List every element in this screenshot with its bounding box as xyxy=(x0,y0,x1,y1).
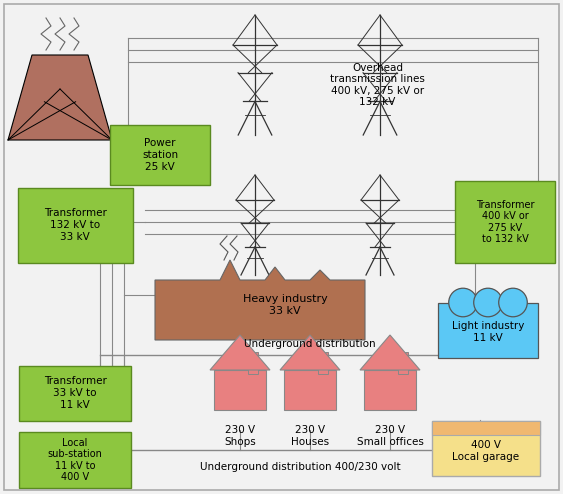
Text: Underground distribution: Underground distribution xyxy=(244,339,376,349)
Bar xyxy=(398,352,408,374)
Text: Light industry
11 kV: Light industry 11 kV xyxy=(452,321,524,343)
Text: 400 V
Local garage: 400 V Local garage xyxy=(453,440,520,462)
Text: Underground distribution 400/230 volt: Underground distribution 400/230 volt xyxy=(200,462,400,472)
Circle shape xyxy=(449,288,477,317)
Text: Transformer
400 kV or
275 kV
to 132 kV: Transformer 400 kV or 275 kV to 132 kV xyxy=(476,200,534,245)
Bar xyxy=(17,188,132,262)
Polygon shape xyxy=(8,55,112,140)
Bar xyxy=(364,370,416,410)
Text: Transformer
33 kV to
11 kV: Transformer 33 kV to 11 kV xyxy=(43,376,106,410)
Bar xyxy=(432,420,540,476)
Polygon shape xyxy=(155,260,365,340)
Text: 230 V
Houses: 230 V Houses xyxy=(291,425,329,447)
Bar xyxy=(214,370,266,410)
Bar xyxy=(318,352,328,374)
Polygon shape xyxy=(280,335,340,370)
Bar xyxy=(19,432,131,488)
Text: 230 V
Shops: 230 V Shops xyxy=(224,425,256,447)
Polygon shape xyxy=(360,335,420,370)
Bar xyxy=(455,181,555,263)
Text: Local
sub-station
11 kV to
400 V: Local sub-station 11 kV to 400 V xyxy=(47,438,102,483)
Text: 230 V
Small offices: 230 V Small offices xyxy=(356,425,423,447)
Text: Power
station
25 kV: Power station 25 kV xyxy=(142,138,178,171)
Circle shape xyxy=(499,288,528,317)
Text: Overhead
transmission lines
400 kV, 275 kV or
132 kV: Overhead transmission lines 400 kV, 275 … xyxy=(330,63,425,107)
Bar xyxy=(432,420,540,435)
Bar xyxy=(19,366,131,420)
Circle shape xyxy=(473,288,502,317)
Bar xyxy=(438,302,538,358)
Bar xyxy=(284,370,336,410)
Bar xyxy=(110,125,210,185)
Bar xyxy=(248,352,258,374)
Polygon shape xyxy=(210,335,270,370)
Text: Transformer
132 kV to
33 kV: Transformer 132 kV to 33 kV xyxy=(43,208,106,242)
Text: Heavy industry
33 kV: Heavy industry 33 kV xyxy=(243,294,327,316)
